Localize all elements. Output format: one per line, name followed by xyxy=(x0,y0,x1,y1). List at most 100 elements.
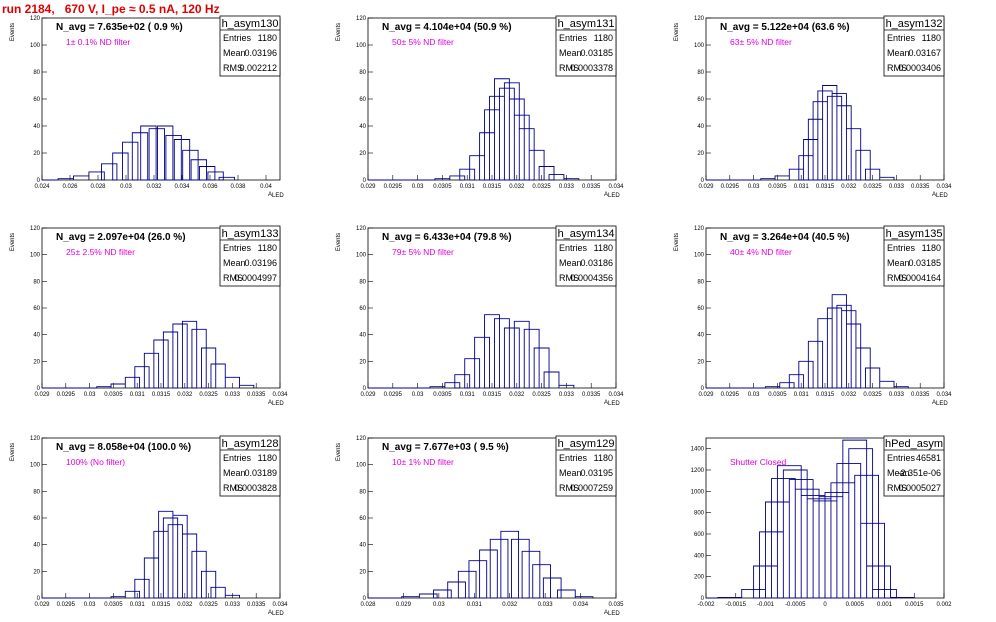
x-tick-label: 0.031 xyxy=(467,602,483,608)
x-tick-label: 0.032 xyxy=(146,184,162,190)
x-tick-label: 0.034 xyxy=(272,392,288,398)
y-tick-label: 100 xyxy=(356,253,367,259)
stat-value-rms: 0.0005027 xyxy=(898,483,941,493)
histogram-panel-h_asym133: 0 20 40 60 80 100 120 0.029 0.0295 0.03 0.0305 0.03… xyxy=(10,225,288,407)
x-tick-label: 0.0335 xyxy=(247,392,266,398)
x-tick-label: 0.033 xyxy=(225,392,241,398)
x-tick-label: 0.04 xyxy=(260,184,272,190)
stat-key-entries: Entries xyxy=(559,453,588,463)
hist-name: h_asym132 xyxy=(886,18,943,30)
navg-label: N_avg = 8.058e+04 (100.0 %) xyxy=(56,442,191,453)
y-tick-label: 100 xyxy=(356,43,367,49)
stat-value-entries: 1180 xyxy=(258,33,277,43)
x-tick-label: 0.0295 xyxy=(384,392,403,398)
x-axis-label-sub: LED xyxy=(608,401,620,407)
navg-label: N_avg = 7.677e+03 ( 9.5 %) xyxy=(382,442,509,453)
stat-key-mean: Mean xyxy=(223,258,246,268)
y-axis-label: Events xyxy=(674,233,680,251)
y-axis-label: Events xyxy=(10,23,16,41)
x-tick-label: 0.029 xyxy=(698,392,714,398)
x-tick-label: 0.0325 xyxy=(199,602,218,608)
histogram-panel-h_asym134: 0 20 40 60 80 100 120 0.029 0.0295 0.03 0.0305 0.03… xyxy=(336,225,624,407)
x-tick-label: 0.0325 xyxy=(863,184,882,190)
filter-annotation: 10± 1% ND filter xyxy=(392,457,454,467)
x-tick-label: 0.0335 xyxy=(582,184,601,190)
y-tick-label: 20 xyxy=(33,151,40,157)
stat-key-rms: RMS xyxy=(887,483,907,493)
y-tick-label: 0 xyxy=(37,386,41,392)
x-tick-label: 0.032 xyxy=(509,392,525,398)
y-tick-label: 0 xyxy=(363,386,367,392)
stat-key-rms: RMS xyxy=(559,273,579,283)
y-tick-label: 40 xyxy=(697,333,704,339)
histogram-panel-hPed_asym: 0 200 400 600 800 1000 1200 1400 -0.002 -0.0015 -0… xyxy=(691,435,952,608)
stats-box xyxy=(883,15,945,77)
y-tick-label: 40 xyxy=(359,333,366,339)
y-tick-label: 40 xyxy=(33,124,40,130)
stat-key-rms: RMS xyxy=(223,273,243,283)
filter-annotation: 25± 2.5% ND filter xyxy=(66,247,135,257)
x-tick-label: 0 xyxy=(823,602,827,608)
x-tick-label: 0.029 xyxy=(698,184,714,190)
x-tick-label: 0.033 xyxy=(559,392,575,398)
y-tick-label: 120 xyxy=(30,16,41,22)
x-tick-label: 0.033 xyxy=(225,602,241,608)
stat-value-mean: 0.03167 xyxy=(908,48,941,58)
x-tick-label: 0.029 xyxy=(34,392,50,398)
x-tick-label: 0.026 xyxy=(62,184,78,190)
x-tick-label: 0.032 xyxy=(509,184,525,190)
x-tick-label: 0.03 xyxy=(433,602,445,608)
filter-annotation: 1± 0.1% ND filter xyxy=(66,37,130,47)
histogram-series xyxy=(368,314,575,389)
x-axis-label-sub: LED xyxy=(936,193,948,199)
x-tick-label: 0.038 xyxy=(230,184,246,190)
y-axis-label: Events xyxy=(674,23,680,41)
stat-key-rms: RMS xyxy=(887,273,907,283)
hist-name: h_asym130 xyxy=(222,18,279,30)
y-tick-label: 1200 xyxy=(691,468,705,474)
x-tick-label: 0.0315 xyxy=(483,184,502,190)
x-tick-label: -0.001 xyxy=(757,602,775,608)
filter-annotation: 79± 5% ND filter xyxy=(392,247,454,257)
x-axis-label-sub: LED xyxy=(936,401,948,407)
histogram-series xyxy=(42,510,240,599)
y-tick-label: 80 xyxy=(697,279,704,285)
x-tick-label: 0.028 xyxy=(90,184,106,190)
stat-value-entries: 46581 xyxy=(916,453,941,463)
x-tick-label: 0.0315 xyxy=(816,184,835,190)
navg-label: N_avg = 4.104e+04 (50.9 %) xyxy=(382,22,512,33)
stat-value-entries: 1180 xyxy=(594,453,613,463)
histogram-series xyxy=(42,125,235,181)
y-tick-label: 60 xyxy=(359,97,366,103)
stat-value-entries: 1180 xyxy=(258,453,277,463)
y-tick-label: 20 xyxy=(359,569,366,575)
y-tick-label: 100 xyxy=(30,253,41,259)
stat-key-mean: Mean xyxy=(559,258,582,268)
y-tick-label: 60 xyxy=(33,306,40,312)
stats-box xyxy=(219,435,281,497)
x-tick-label: 0.03 xyxy=(748,184,760,190)
y-axis-label: Events xyxy=(336,233,342,251)
y-tick-label: 120 xyxy=(694,16,705,22)
histogram-series xyxy=(706,85,895,181)
stat-value-rms: 0.0003828 xyxy=(234,483,277,493)
y-tick-label: 0 xyxy=(363,596,367,602)
stat-key-rms: RMS xyxy=(223,483,243,493)
stat-value-mean: 0.03195 xyxy=(580,468,613,478)
y-tick-label: 20 xyxy=(359,151,366,157)
stat-value-entries: 1180 xyxy=(922,33,941,43)
y-tick-label: 100 xyxy=(30,463,41,469)
x-tick-label: 0.0295 xyxy=(57,602,76,608)
x-tick-label: 0.03 xyxy=(412,184,424,190)
hist-name: h_asym128 xyxy=(222,438,279,450)
x-axis-label: A xyxy=(604,610,608,616)
y-tick-label: 40 xyxy=(359,543,366,549)
y-tick-label: 80 xyxy=(33,279,40,285)
y-axis-label: Events xyxy=(10,233,16,251)
x-tick-label: 0.0305 xyxy=(768,184,787,190)
x-axis-label-sub: LED xyxy=(272,401,284,407)
filter-annotation: 50± 5% ND filter xyxy=(392,37,454,47)
y-tick-label: 20 xyxy=(33,569,40,575)
x-tick-label: 0.024 xyxy=(34,184,50,190)
x-tick-label: 0.0295 xyxy=(721,392,740,398)
